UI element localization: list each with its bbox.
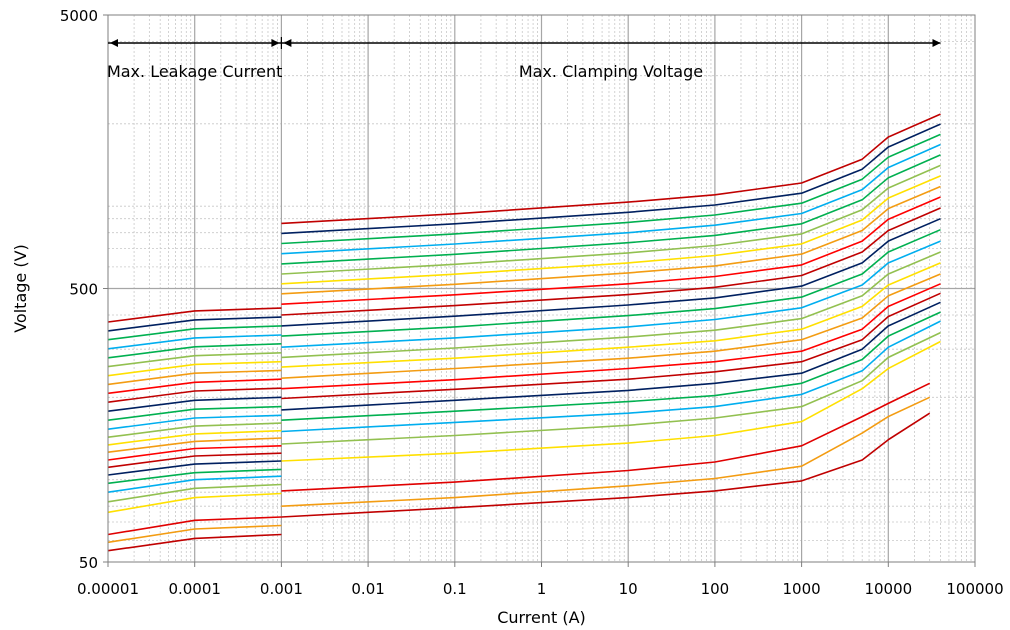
series-7-clamping-line [281,311,941,421]
series-22-clamping-line [281,154,941,265]
arrowhead [283,39,292,47]
series-18-leakage-line [107,378,282,395]
y-axis-title: Voltage (V) [11,244,30,333]
series-18-clamping-line [281,196,941,305]
series-8-clamping-line [281,301,941,411]
series-1-clamping-line [281,412,931,518]
series-3-leakage-line [107,516,282,536]
x-tick-label: 0.00001 [77,580,139,598]
series-3-clamping-line [281,382,931,492]
series-4-leakage-line [107,492,282,514]
series-5-clamping-line [281,331,941,445]
series-14-clamping-line [281,240,941,348]
series-16-leakage-line [107,396,282,412]
x-tick-label: 10000 [864,580,912,598]
series-22-leakage-line [107,343,282,359]
x-tick-label: 100000 [946,580,1003,598]
arrowhead [932,39,941,47]
series-2-clamping-line [281,396,931,507]
series-14-leakage-line [107,414,282,430]
series-17-clamping-line [281,207,941,316]
y-axis-ticks: 50 500 5000 [60,7,108,572]
series-9-clamping-line [281,292,941,400]
series-10-clamping-line [281,283,941,390]
series-13-clamping-line [281,251,941,359]
series-13-leakage-line [107,422,282,438]
series-12-clamping-line [281,262,941,368]
arrowhead [110,39,118,47]
series-8-leakage-line [107,460,282,476]
series-9-leakage-line [107,452,282,469]
x-tick-label: 1 [537,580,547,598]
series-25-leakage-line [107,316,282,332]
y-tick-label: 50 [79,554,98,572]
x-axis-title: Current (A) [497,608,586,627]
x-tick-label: 100 [701,580,730,598]
y-tick-label: 5000 [60,7,98,25]
series-21-leakage-line [107,352,282,368]
series-4-clamping-line [281,340,941,462]
series-20-leakage-line [107,360,282,377]
x-tick-label: 1000 [783,580,821,598]
y-tick-label: 500 [69,281,98,299]
series-15-leakage-line [107,405,282,421]
series-11-clamping-line [281,273,941,379]
series-10-leakage-line [107,445,282,461]
series-1-leakage-line [107,533,282,552]
x-tick-label: 10 [619,580,638,598]
series-16-clamping-line [281,217,941,327]
x-tick-label: 0.1 [443,580,467,598]
series-19-leakage-line [107,369,282,386]
x-tick-label: 0.001 [260,580,303,598]
x-tick-label: 0.01 [351,580,384,598]
series-23-leakage-line [107,334,282,350]
series-20-clamping-line [281,175,941,285]
series-17-leakage-line [107,387,282,403]
series-2-leakage-line [107,524,282,544]
x-axis-ticks: 0.00001 0.0001 0.001 0.01 0.1 1 10 100 1000 10000… [77,562,1004,598]
series-24-leakage-line [107,325,282,341]
series-12-leakage-line [107,429,282,446]
annotation-max-leakage-current: Max. Leakage Current [107,62,283,81]
series-5-leakage-line [107,483,282,503]
series-19-clamping-line [281,185,941,295]
series-6-leakage-line [107,475,282,493]
x-tick-label: 0.0001 [168,580,221,598]
series-23-clamping-line [281,143,941,255]
annotation-max-clamping-voltage: Max. Clamping Voltage [519,62,703,81]
arrowhead [271,39,280,47]
series-6-clamping-line [281,320,941,433]
series-26-clamping-line [281,113,941,225]
series-15-clamping-line [281,228,941,337]
series-24-clamping-line [281,133,941,245]
series-layer [107,113,941,552]
series-21-clamping-line [281,164,941,275]
series-11-leakage-line [107,437,282,453]
series-25-clamping-line [281,123,941,235]
series-26-leakage-line [107,307,282,323]
series-7-leakage-line [107,468,282,485]
annotations: Max. Leakage Current Max. Clamping Volta… [107,37,941,81]
